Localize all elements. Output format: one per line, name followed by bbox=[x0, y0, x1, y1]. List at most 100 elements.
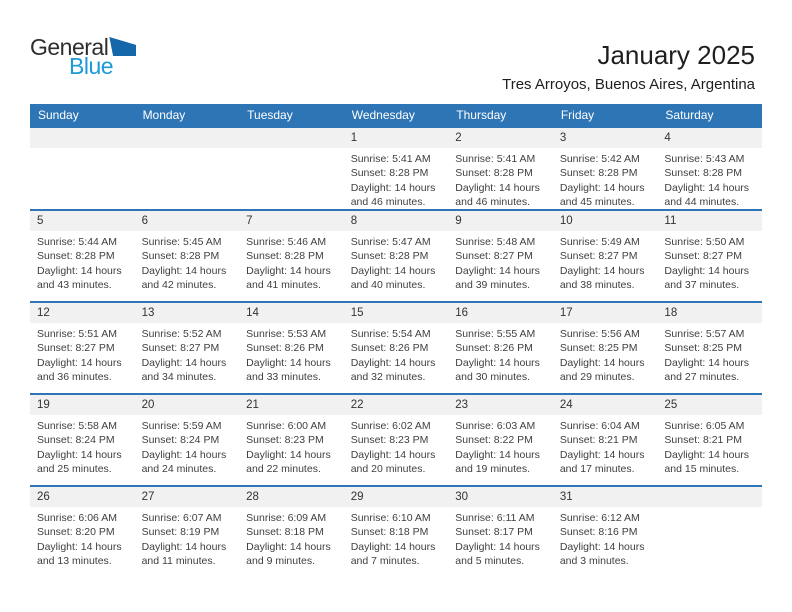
day-details: Sunrise: 5:55 AM Sunset: 8:26 PM Daylight:… bbox=[448, 323, 553, 384]
detail-line: Daylight: 14 hours bbox=[559, 181, 645, 194]
detail-line: Sunrise: 5:43 AM bbox=[664, 153, 745, 165]
detail-line: and 24 minutes. bbox=[141, 463, 217, 476]
detail-line: and 22 minutes. bbox=[246, 463, 321, 476]
calendar-table: Sunday Monday Tuesday Wednesday Thursday Frid… bbox=[30, 104, 762, 578]
day-details: Sunrise: 5:41 AM Sunset: 8:28 PM Daylight:… bbox=[448, 148, 553, 209]
day-details: Sunrise: 5:42 AM Sunset: 8:28 PM Daylight:… bbox=[553, 148, 658, 209]
detail-line: Daylight: 14 hours bbox=[141, 264, 227, 277]
detail-line: Sunset: 8:27 PM bbox=[455, 250, 533, 263]
detail-line: Daylight: 14 hours bbox=[37, 356, 122, 369]
detail-line: Sunset: 8:25 PM bbox=[559, 342, 638, 355]
detail-line: Sunset: 8:24 PM bbox=[141, 434, 220, 447]
day-details: Sunrise: 6:02 AM Sunset: 8:23 PM Daylight:… bbox=[344, 415, 449, 476]
detail-line: Sunset: 8:18 PM bbox=[350, 526, 429, 539]
day-details: Sunrise: 5:45 AM Sunset: 8:28 PM Daylight:… bbox=[135, 231, 240, 292]
detail-line: Daylight: 14 hours bbox=[246, 540, 331, 553]
day-number: 14 bbox=[239, 303, 344, 324]
day-number: 24 bbox=[552, 395, 658, 416]
detail-line: Sunrise: 6:02 AM bbox=[350, 420, 431, 433]
detail-line: Sunset: 8:18 PM bbox=[246, 526, 324, 539]
detail-line: Sunset: 8:17 PM bbox=[455, 526, 533, 539]
detail-line: Sunrise: 5:50 AM bbox=[664, 236, 745, 249]
detail-line: Sunset: 8:24 PM bbox=[37, 434, 115, 447]
day-details: Sunrise: 5:50 AM Sunset: 8:27 PM Daylight:… bbox=[657, 231, 762, 292]
day-cell-25: 25 Sunrise: 6:05 AM Sunset: 8:21 PM Dayligh… bbox=[657, 395, 762, 485]
detail-line: and 5 minutes. bbox=[455, 555, 525, 568]
detail-line: Daylight: 14 hours bbox=[455, 181, 540, 194]
day-cell-24: 24 Sunrise: 6:04 AM Sunset: 8:21 PM Dayligh… bbox=[552, 395, 658, 485]
detail-line: and 25 minutes. bbox=[37, 463, 112, 476]
detail-line: Daylight: 14 hours bbox=[664, 448, 750, 461]
day-cell-23: 23 Sunrise: 6:03 AM Sunset: 8:22 PM Dayligh… bbox=[448, 395, 553, 485]
detail-line: and 40 minutes. bbox=[350, 279, 426, 292]
general-blue-logo: General Blue bbox=[30, 36, 150, 86]
day-number: 7 bbox=[239, 211, 344, 232]
detail-line: Daylight: 14 hours bbox=[455, 264, 540, 277]
detail-line: Daylight: 14 hours bbox=[350, 264, 436, 277]
day-number: 28 bbox=[239, 487, 344, 508]
day-cell-empty bbox=[239, 128, 344, 209]
detail-line: Sunrise: 6:04 AM bbox=[559, 420, 640, 433]
weekday-header-monday: Monday bbox=[142, 108, 186, 122]
detail-line: Sunrise: 5:44 AM bbox=[37, 236, 117, 249]
detail-line: Daylight: 14 hours bbox=[246, 448, 331, 461]
day-number bbox=[657, 487, 762, 508]
day-number: 23 bbox=[448, 395, 553, 416]
detail-line: Sunset: 8:28 PM bbox=[37, 250, 115, 263]
day-details: Sunrise: 6:12 AM Sunset: 8:16 PM Daylight:… bbox=[553, 507, 658, 568]
day-details: Sunrise: 6:03 AM Sunset: 8:22 PM Daylight:… bbox=[448, 415, 553, 476]
weekday-header-saturday: Saturday bbox=[665, 108, 714, 122]
week-row-1: 1 Sunrise: 5:41 AM Sunset: 8:28 PM Daylight… bbox=[30, 126, 762, 210]
day-number: 21 bbox=[239, 395, 344, 416]
title-block: January 2025 Tres Arroyos, Buenos Aires,… bbox=[502, 40, 755, 93]
detail-line: Sunset: 8:23 PM bbox=[246, 434, 324, 447]
day-cell-2: 2 Sunrise: 5:41 AM Sunset: 8:28 PM Daylight… bbox=[448, 128, 553, 209]
day-details: Sunrise: 5:47 AM Sunset: 8:28 PM Daylight:… bbox=[344, 231, 449, 292]
day-details: Sunrise: 5:52 AM Sunset: 8:27 PM Daylight:… bbox=[135, 323, 240, 384]
day-cell-4: 4 Sunrise: 5:43 AM Sunset: 8:28 PM Daylight… bbox=[657, 128, 762, 209]
day-cell-22: 22 Sunrise: 6:02 AM Sunset: 8:23 PM Dayligh… bbox=[343, 395, 449, 485]
detail-line: and 11 minutes. bbox=[141, 555, 216, 568]
day-number bbox=[239, 128, 344, 148]
day-cell-11: 11 Sunrise: 5:50 AM Sunset: 8:27 PM Dayligh… bbox=[657, 211, 762, 301]
weekday-header-wednesday: Wednesday bbox=[351, 108, 415, 122]
detail-line: Sunset: 8:28 PM bbox=[559, 167, 638, 180]
detail-line: Sunset: 8:20 PM bbox=[37, 526, 115, 539]
detail-line: Sunrise: 5:46 AM bbox=[246, 236, 327, 249]
day-details: Sunrise: 5:54 AM Sunset: 8:26 PM Daylight:… bbox=[344, 323, 449, 384]
detail-line: and 45 minutes. bbox=[559, 195, 635, 208]
day-number: 9 bbox=[448, 211, 553, 232]
day-number: 13 bbox=[134, 303, 240, 324]
logo-text-blue: Blue bbox=[69, 53, 114, 79]
day-number: 27 bbox=[134, 487, 240, 508]
detail-line: Daylight: 14 hours bbox=[455, 540, 540, 553]
day-number: 26 bbox=[30, 487, 135, 508]
detail-line: and 39 minutes. bbox=[455, 279, 530, 292]
blue-triangle-icon bbox=[109, 37, 137, 56]
day-cell-28: 28 Sunrise: 6:09 AM Sunset: 8:18 PM Dayligh… bbox=[239, 487, 344, 577]
day-cell-17: 17 Sunrise: 5:56 AM Sunset: 8:25 PM Dayligh… bbox=[552, 303, 658, 393]
detail-line: Sunset: 8:27 PM bbox=[141, 342, 220, 355]
detail-line: Sunset: 8:23 PM bbox=[350, 434, 429, 447]
detail-line: and 3 minutes. bbox=[559, 555, 629, 568]
logo-row: General bbox=[30, 36, 150, 59]
detail-line: and 36 minutes. bbox=[37, 371, 112, 384]
detail-line: and 37 minutes. bbox=[664, 279, 740, 292]
detail-line: Sunset: 8:27 PM bbox=[37, 342, 115, 355]
day-cell-27: 27 Sunrise: 6:07 AM Sunset: 8:19 PM Dayligh… bbox=[134, 487, 240, 577]
day-cell-1: 1 Sunrise: 5:41 AM Sunset: 8:28 PM Daylight… bbox=[343, 128, 449, 209]
detail-line: Sunrise: 5:53 AM bbox=[246, 328, 327, 341]
day-cell-empty bbox=[134, 128, 240, 209]
detail-line: Daylight: 14 hours bbox=[559, 540, 645, 553]
detail-line: and 46 minutes. bbox=[350, 195, 426, 208]
day-details: Sunrise: 5:49 AM Sunset: 8:27 PM Daylight:… bbox=[553, 231, 658, 292]
day-number: 6 bbox=[134, 211, 240, 232]
day-cell-18: 18 Sunrise: 5:57 AM Sunset: 8:25 PM Dayligh… bbox=[657, 303, 762, 393]
detail-line: and 44 minutes. bbox=[664, 195, 740, 208]
day-details: Sunrise: 5:56 AM Sunset: 8:25 PM Daylight:… bbox=[553, 323, 658, 384]
detail-line: Sunrise: 6:12 AM bbox=[559, 512, 640, 525]
day-cell-20: 20 Sunrise: 5:59 AM Sunset: 8:24 PM Dayligh… bbox=[134, 395, 240, 485]
detail-line: Daylight: 14 hours bbox=[141, 448, 227, 461]
detail-line: and 29 minutes. bbox=[559, 371, 635, 384]
